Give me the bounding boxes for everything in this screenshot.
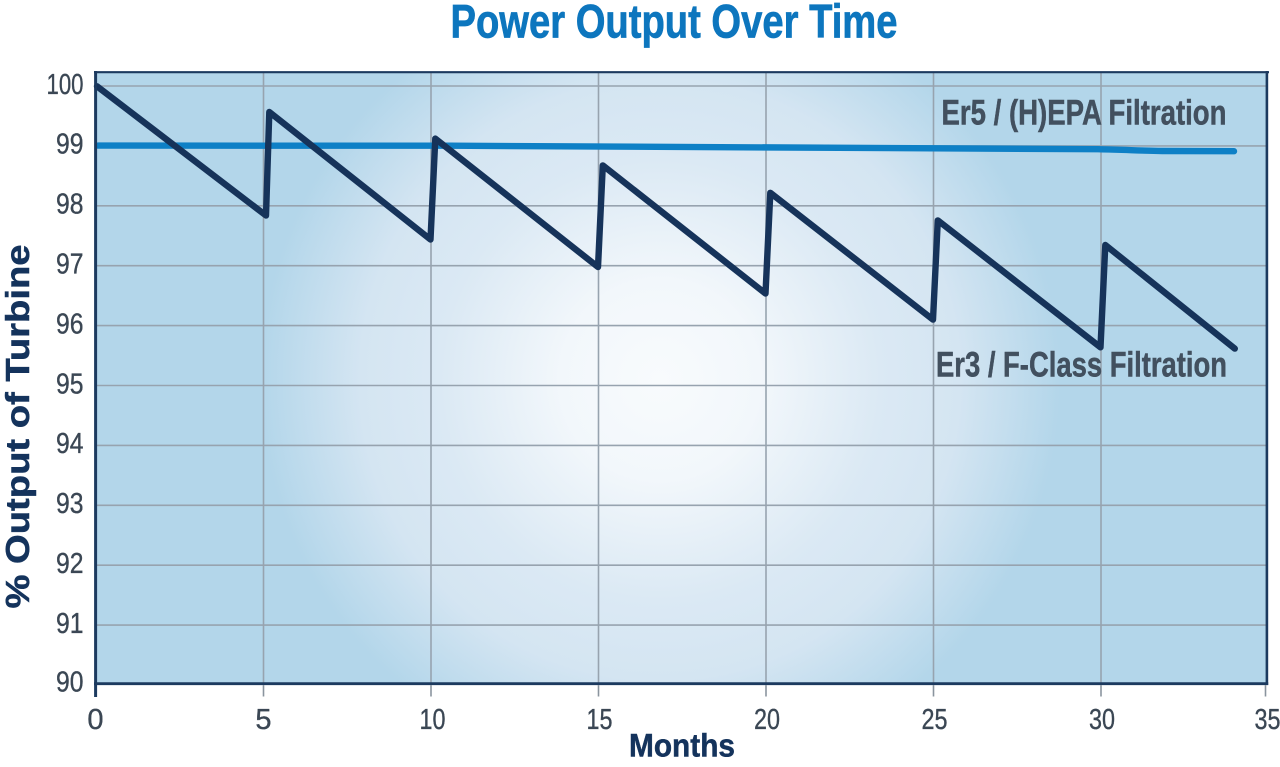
svg-text:98: 98 [56,189,84,221]
svg-text:Months: Months [629,728,735,764]
svg-text:% Output of Turbine: % Output of Turbine [0,244,36,608]
svg-text:97: 97 [56,249,84,281]
svg-text:96: 96 [56,308,84,340]
svg-text:20: 20 [754,704,780,736]
svg-text:91: 91 [56,608,84,640]
svg-text:95: 95 [56,368,84,400]
svg-text:35: 35 [1255,704,1280,736]
svg-text:100: 100 [47,69,84,101]
svg-text:Er5 / (H)EPA Filtration: Er5 / (H)EPA Filtration [942,94,1227,133]
svg-text:93: 93 [56,488,84,520]
svg-text:10: 10 [420,704,446,736]
svg-text:90: 90 [56,667,84,699]
svg-text:99: 99 [56,129,84,161]
svg-text:30: 30 [1089,704,1115,736]
svg-text:0: 0 [87,704,103,736]
svg-text:Er3 / F-Class Filtration: Er3 / F-Class Filtration [936,346,1227,385]
svg-text:92: 92 [56,548,84,580]
svg-text:94: 94 [56,428,84,460]
svg-text:25: 25 [922,704,948,736]
svg-text:15: 15 [587,704,613,736]
svg-text:5: 5 [255,704,271,736]
svg-text:Power Output Over Time: Power Output Over Time [451,0,898,48]
